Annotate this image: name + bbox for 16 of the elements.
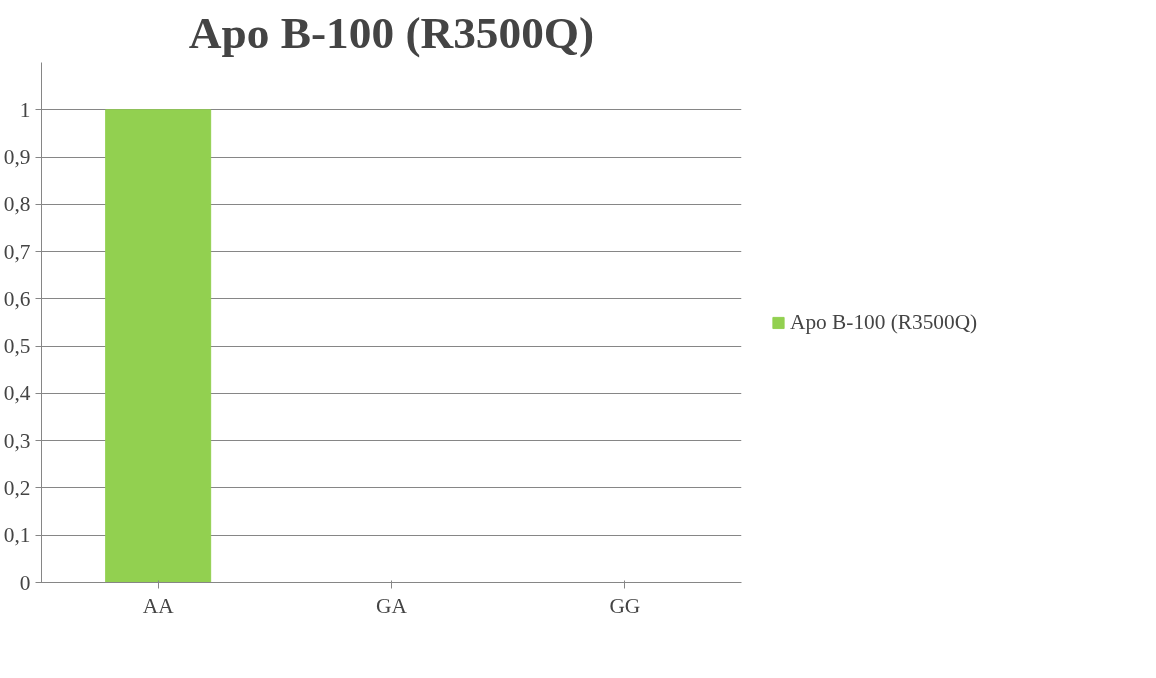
y-tick-label: 0,1 xyxy=(3,523,31,548)
y-tick-label: 0,3 xyxy=(3,428,31,453)
x-tick-label: GG xyxy=(609,593,641,618)
y-tick-label: 0,2 xyxy=(3,475,31,500)
y-tick-label: 0,8 xyxy=(3,192,31,217)
y-tick-label: 0 xyxy=(19,570,31,595)
legend-label: Apo B-100 (R3500Q) xyxy=(790,309,978,335)
chart-title: Apo B-100 (R3500Q) xyxy=(188,7,595,58)
y-tick-label: 0,4 xyxy=(3,381,31,406)
y-tick-label: 0,6 xyxy=(3,286,31,311)
y-tick-label: 0,9 xyxy=(3,145,31,170)
y-tick-label: 0,7 xyxy=(3,239,31,264)
x-tick-label: AA xyxy=(142,593,175,618)
y-tick-label: 0,5 xyxy=(3,334,31,359)
x-tick-label: GA xyxy=(376,593,408,618)
y-tick-label: 1 xyxy=(19,97,31,122)
